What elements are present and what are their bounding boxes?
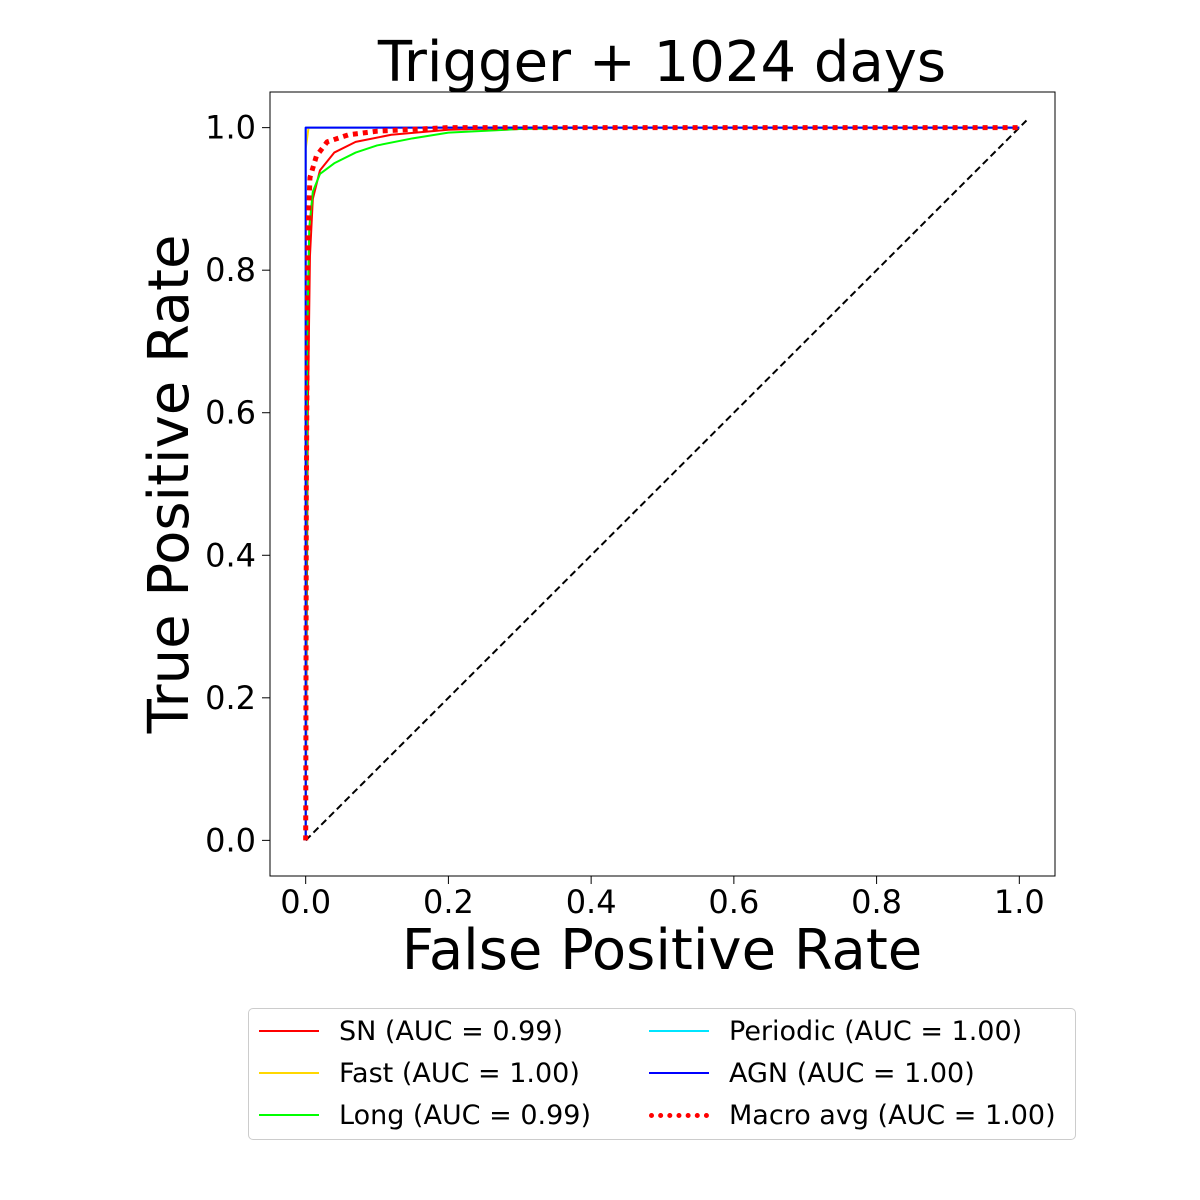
legend-label: SN (AUC = 0.99) <box>339 1015 563 1047</box>
legend-swatch <box>259 1072 319 1074</box>
legend-item: Macro avg (AUC = 1.00) <box>649 1099 1056 1131</box>
y-axis-label: True Positive Rate <box>137 235 202 735</box>
y-tick-label: 1.0 <box>205 109 256 147</box>
series-line-2 <box>304 126 1020 841</box>
legend-swatch <box>259 1114 319 1116</box>
x-axis-label: False Positive Rate <box>402 918 922 983</box>
x-tick-label: 1.0 <box>994 883 1045 921</box>
legend-label: Periodic (AUC = 1.00) <box>729 1015 1023 1047</box>
y-tick-label: 0.4 <box>205 536 256 574</box>
series-line-0 <box>304 126 1020 841</box>
legend-item: AGN (AUC = 1.00) <box>649 1057 975 1089</box>
series-line-3 <box>304 126 1020 841</box>
series-line-4 <box>304 126 1020 841</box>
y-tick-label: 0.8 <box>205 251 256 289</box>
plot-frame <box>269 91 1056 877</box>
x-tick-label: 0.4 <box>566 883 617 921</box>
legend-swatch <box>649 1112 709 1118</box>
y-tick-label: 0.0 <box>205 821 256 859</box>
y-axis-ticks: 0.0 0.2 0.4 0.6 0.8 1.0 <box>205 109 270 859</box>
x-tick-label: 0.8 <box>851 883 902 921</box>
y-tick-label: 0.6 <box>205 394 256 432</box>
y-tick-label: 0.2 <box>205 679 256 717</box>
legend-item: SN (AUC = 0.99) <box>259 1015 563 1047</box>
legend-label: Fast (AUC = 1.00) <box>339 1057 580 1089</box>
series-line-1 <box>304 126 1020 841</box>
legend-item: Long (AUC = 0.99) <box>259 1099 591 1131</box>
chance-diagonal-line <box>304 119 1028 842</box>
x-tick-label: 0.6 <box>708 883 759 921</box>
x-axis-ticks: 0.0 0.2 0.4 0.6 0.8 1.0 <box>280 876 1045 921</box>
plot-lines <box>303 119 1028 842</box>
legend-swatch <box>259 1030 319 1032</box>
legend-item: Fast (AUC = 1.00) <box>259 1057 580 1089</box>
legend-label: AGN (AUC = 1.00) <box>729 1057 975 1089</box>
legend-swatch <box>649 1030 709 1032</box>
legend: SN (AUC = 0.99) Fast (AUC = 1.00) Long (AU… <box>248 1008 1076 1140</box>
series-line-5 <box>303 125 1020 841</box>
legend-label: Long (AUC = 0.99) <box>339 1099 591 1131</box>
chart-title: Trigger + 1024 days <box>377 30 946 95</box>
legend-item: Periodic (AUC = 1.00) <box>649 1015 1022 1047</box>
x-tick-label: 0.0 <box>280 883 331 921</box>
legend-label: Macro avg (AUC = 1.00) <box>729 1099 1056 1131</box>
x-tick-label: 0.2 <box>423 883 474 921</box>
legend-swatch <box>649 1072 709 1074</box>
